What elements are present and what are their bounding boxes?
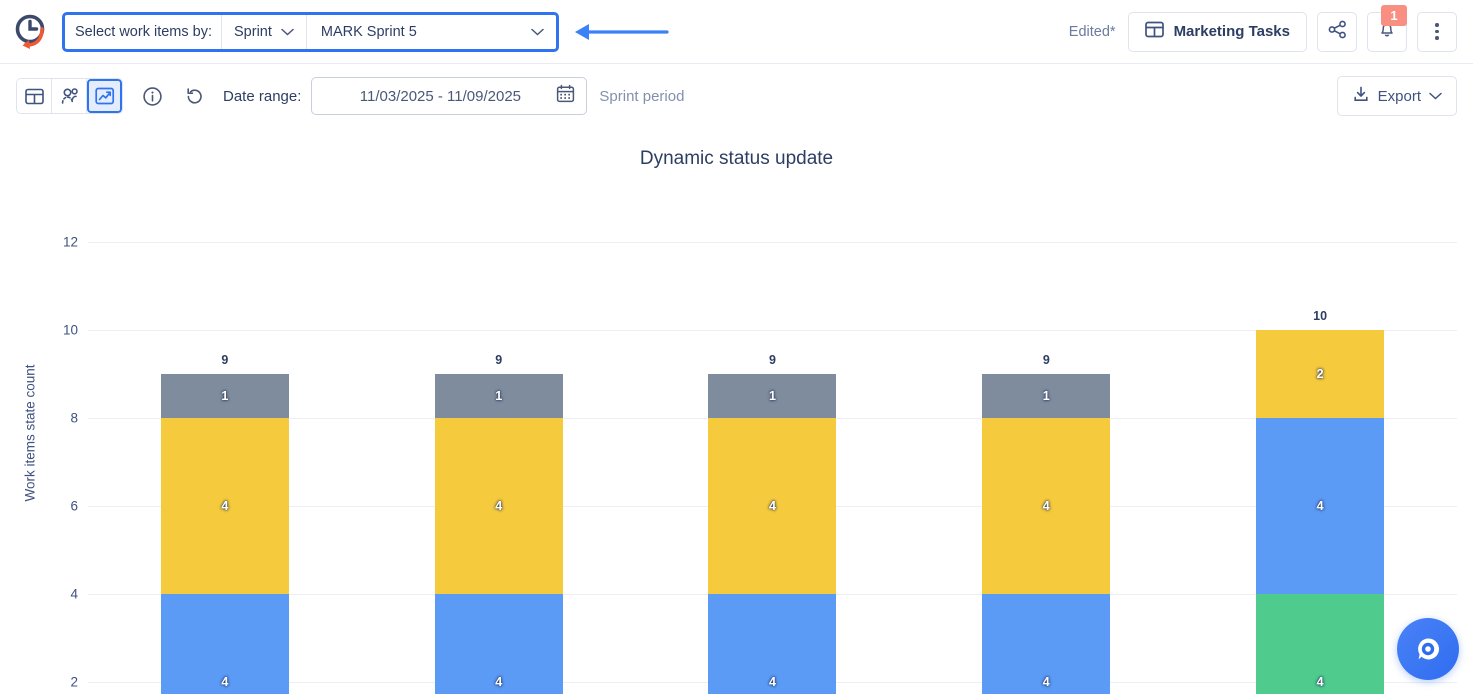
export-button[interactable]: Export [1336, 76, 1457, 116]
bar-segment-value: 1 [769, 389, 776, 403]
bar-total-label: 9 [1042, 353, 1050, 367]
bar-segment-value: 1 [221, 389, 229, 403]
bar-group[interactable]: 14409 [362, 242, 636, 694]
y-axis-tick: 10 [62, 322, 78, 338]
bar-segment[interactable]: 4 [982, 594, 1111, 694]
bar-segment-value: 4 [1042, 499, 1050, 513]
selector-label: Select work items by: [75, 23, 212, 40]
bar-segment-value: 4 [769, 499, 776, 513]
bar-total-label: 9 [221, 353, 229, 367]
view-button-people[interactable] [52, 79, 87, 113]
bar-segment[interactable]: 4 [708, 418, 837, 594]
bar-segment-value: 1 [1042, 389, 1050, 403]
chart-container: Dynamic status update Work items state c… [0, 128, 1473, 694]
y-axis-label: Work items state count [22, 364, 38, 502]
share-button[interactable] [1317, 11, 1357, 52]
y-axis-tick: 2 [70, 674, 78, 690]
calendar-icon[interactable] [556, 84, 575, 108]
bar-segment[interactable]: 1 [434, 374, 563, 418]
bar-group[interactable]: 14409 [88, 242, 362, 694]
bar-segment[interactable]: 4 [1256, 418, 1385, 594]
chevron-down-icon [531, 28, 544, 36]
top-bar: Select work items by: Sprint MARK Sprint… [0, 0, 1473, 64]
notification-count-badge: 1 [1381, 4, 1407, 26]
board-name-label: Marketing Tasks [1173, 23, 1290, 40]
bar-segment-value: 4 [1316, 499, 1324, 513]
board-selector-button[interactable]: Marketing Tasks [1127, 11, 1307, 52]
stacked-bar[interactable]: 1440 [434, 242, 563, 694]
bar-segment-value: 4 [1316, 675, 1324, 689]
selector-sprint-dropdown[interactable]: MARK Sprint 5 [305, 14, 556, 49]
support-chat-button[interactable] [1397, 618, 1459, 680]
chevron-down-icon [1429, 92, 1442, 100]
bar-segment[interactable]: 4 [1256, 594, 1385, 694]
stacked-bar[interactable]: 2440 [1256, 242, 1385, 694]
edited-status: Edited* [1068, 23, 1116, 40]
y-axis-tick: 4 [70, 586, 78, 602]
bar-segment-value: 4 [495, 675, 503, 689]
download-icon [1352, 85, 1370, 107]
stacked-bar[interactable]: 1440 [160, 242, 289, 694]
bar-segment[interactable]: 1 [160, 374, 289, 418]
bar-segment-value: 4 [1042, 675, 1050, 689]
bar-segment[interactable]: 4 [982, 418, 1111, 594]
bar-segment-value: 1 [495, 389, 503, 403]
share-nodes-icon [1328, 20, 1347, 44]
kebab-menu-icon [1435, 23, 1439, 40]
chart-toolbar: Date range: 11/03/2025 - 11/09/2025 Spri… [0, 64, 1473, 128]
bar-segment-value: 4 [221, 675, 229, 689]
chevron-down-icon [281, 28, 294, 36]
bar-series: 14409144091440914409244010 [88, 242, 1457, 694]
bar-segment-value: 2 [1316, 367, 1324, 381]
bar-total-label: 9 [495, 353, 503, 367]
bar-segment[interactable]: 4 [708, 594, 837, 694]
top-bar-actions: Edited* Marketing Tasks [1068, 4, 1473, 52]
gridline [88, 242, 1457, 243]
work-items-selector[interactable]: Select work items by: Sprint MARK Sprint… [62, 11, 559, 52]
plot-area: 024681012 14409144091440914409244010 [63, 235, 1457, 694]
bar-segment[interactable]: 4 [160, 418, 289, 594]
app-logo[interactable] [0, 0, 62, 64]
plot-wrapper: Work items state count 024681012 1440914… [0, 178, 1473, 694]
y-axis-tick: 12 [62, 234, 78, 250]
view-button-table[interactable] [17, 79, 52, 113]
bar-segment-value: 4 [495, 499, 503, 513]
y-axis-tick: 6 [70, 498, 78, 514]
bar-group[interactable]: 244010 [1183, 242, 1457, 694]
bar-segment[interactable]: 4 [434, 418, 563, 594]
bar-segment-value: 4 [221, 499, 229, 513]
bar-segment[interactable]: 1 [708, 374, 837, 418]
bar-segment-value: 4 [769, 675, 776, 689]
reset-button[interactable] [177, 79, 211, 113]
sprint-period-label: Sprint period [599, 87, 685, 105]
y-axis-tick: 8 [70, 410, 78, 426]
selector-type-dropdown[interactable]: Sprint [221, 14, 306, 49]
bar-group[interactable]: 14409 [636, 242, 910, 694]
info-button[interactable] [135, 79, 169, 113]
date-range-input[interactable]: 11/03/2025 - 11/09/2025 [311, 77, 588, 115]
notifications-button[interactable]: 1 [1367, 4, 1407, 52]
bar-segment[interactable]: 4 [160, 594, 289, 694]
stacked-bar[interactable]: 1440 [708, 242, 837, 694]
view-button-chart[interactable] [87, 79, 122, 113]
bar-segment[interactable]: 1 [982, 374, 1111, 418]
selector-sprint-value: MARK Sprint 5 [320, 23, 417, 40]
more-options-button[interactable] [1417, 11, 1457, 52]
left-pointing-arrow-annotation [573, 21, 669, 43]
bar-total-label: 9 [769, 353, 776, 367]
gridline [88, 330, 1457, 331]
bar-total-label: 10 [1313, 309, 1328, 323]
export-label: Export [1377, 87, 1421, 105]
stacked-bar[interactable]: 1440 [982, 242, 1111, 694]
bar-segment[interactable]: 4 [434, 594, 563, 694]
date-range-value: 11/03/2025 - 11/09/2025 [359, 87, 522, 105]
bar-segment[interactable]: 2 [1256, 330, 1385, 418]
chart-title: Dynamic status update [639, 148, 834, 169]
table-grid-icon [1144, 21, 1164, 42]
selector-type-value: Sprint [234, 23, 272, 40]
bar-group[interactable]: 14409 [909, 242, 1183, 694]
view-mode-group [16, 78, 123, 114]
date-range-label: Date range: [223, 87, 302, 105]
